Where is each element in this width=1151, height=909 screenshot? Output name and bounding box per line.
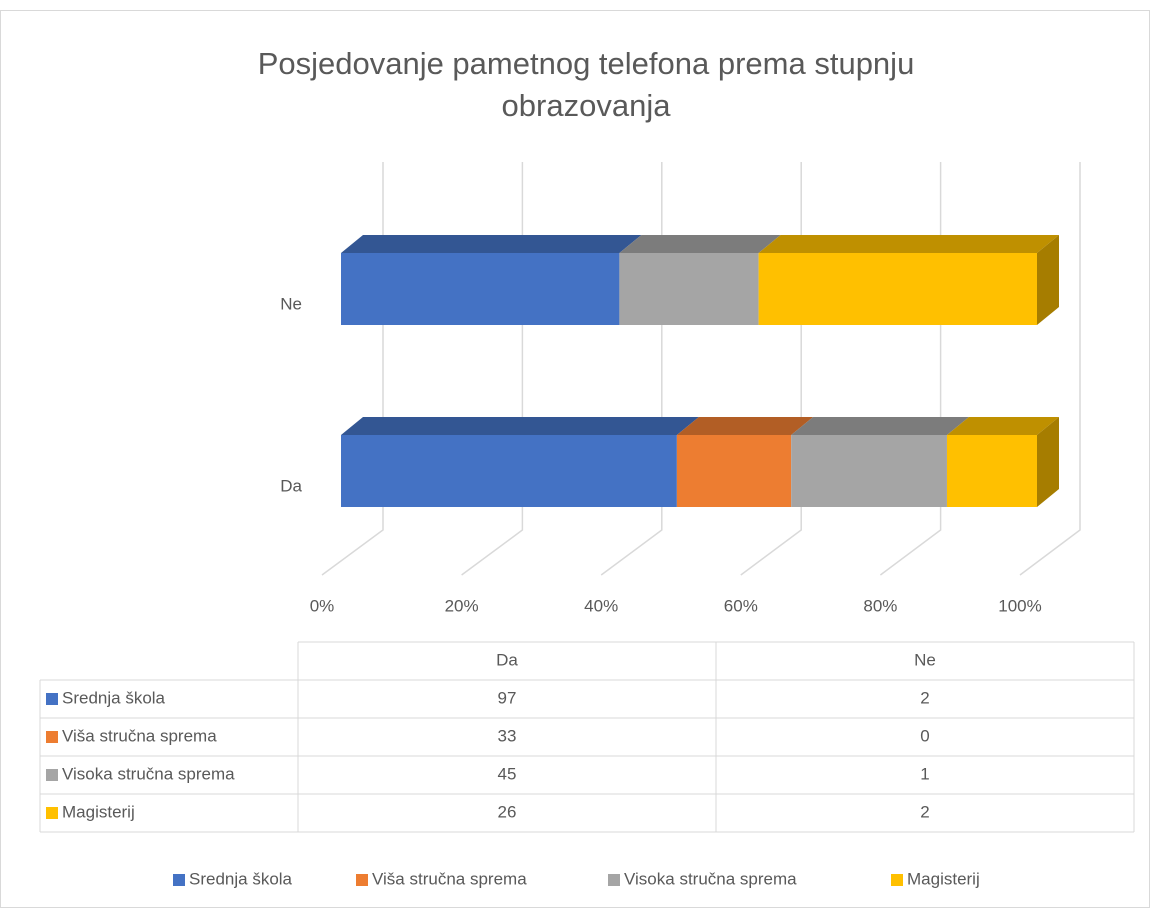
table-cell: 0: [920, 726, 929, 745]
table-key: [46, 807, 58, 819]
bar-top: [676, 417, 814, 435]
legend-key: [608, 874, 620, 886]
x-tick-label: 0%: [310, 596, 335, 615]
legend-label: Viša stručna sprema: [372, 869, 527, 888]
table-row-label: Srednja škola: [62, 688, 166, 707]
bar: [758, 253, 1037, 325]
table-cell: 2: [920, 688, 929, 707]
bar-top: [341, 417, 699, 435]
table-key: [46, 693, 58, 705]
bar: [619, 253, 759, 325]
bar-side: [1037, 417, 1059, 507]
x-tick-label: 100%: [998, 596, 1041, 615]
bar-top: [791, 417, 969, 435]
table-key: [46, 769, 58, 781]
bar: [676, 435, 792, 507]
legend-key: [173, 874, 185, 886]
table-cell: 33: [498, 726, 517, 745]
legend-key: [891, 874, 903, 886]
bar-side: [1037, 235, 1059, 325]
bar-top: [341, 235, 642, 253]
legend-label: Visoka stručna sprema: [624, 869, 797, 888]
x-tick-label: 40%: [584, 596, 618, 615]
table-cell: 97: [498, 688, 517, 707]
legend-label: Srednja škola: [189, 869, 293, 888]
table-cell: 26: [498, 802, 517, 821]
grid-line: [1019, 162, 1081, 576]
y-tick-label: Ne: [280, 294, 302, 313]
table-key: [46, 731, 58, 743]
table-row-label: Visoka stručna sprema: [62, 764, 235, 783]
table-header: Da: [496, 650, 518, 669]
legend-key: [356, 874, 368, 886]
bar: [946, 435, 1037, 507]
table-cell: 45: [498, 764, 517, 783]
y-tick-label: Da: [280, 476, 302, 495]
table-cell: 2: [920, 802, 929, 821]
legend-label: Magisterij: [907, 869, 980, 888]
x-tick-label: 20%: [445, 596, 479, 615]
table-row-label: Viša stručna sprema: [62, 726, 217, 745]
chart-title: Posjedovanje pametnog telefona prema stu…: [258, 46, 915, 123]
table-cell: 1: [920, 764, 929, 783]
bar: [341, 253, 620, 325]
bar-top: [619, 235, 781, 253]
bar: [341, 435, 677, 507]
bar-top: [946, 417, 1059, 435]
x-tick-label: 60%: [724, 596, 758, 615]
table-header: Ne: [914, 650, 936, 669]
table-row-label: Magisterij: [62, 802, 135, 821]
bar-top: [758, 235, 1059, 253]
x-tick-label: 80%: [863, 596, 897, 615]
bar: [791, 435, 947, 507]
